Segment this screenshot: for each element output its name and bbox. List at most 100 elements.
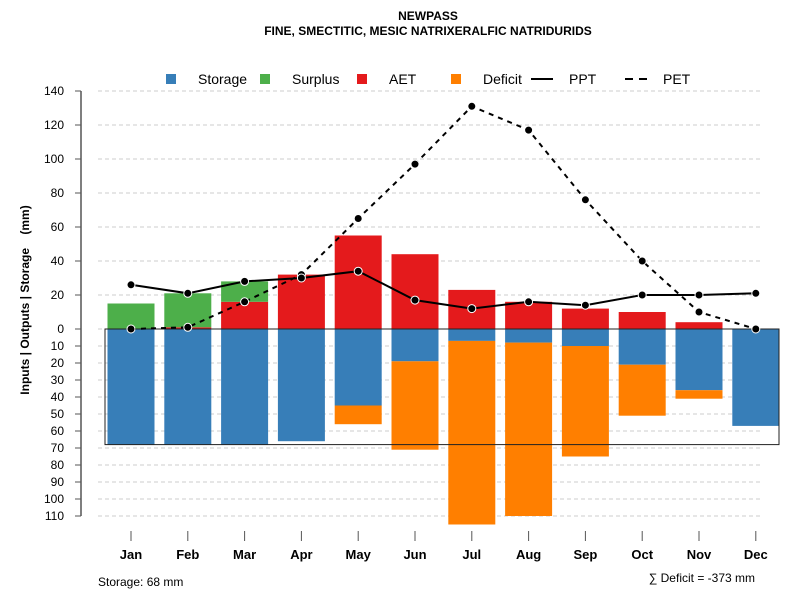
bar-deficit (505, 342, 553, 516)
bar-storage (107, 329, 155, 445)
bar-aet (334, 235, 382, 329)
y-axis-label: Inputs | Outputs | Storage (mm) (18, 205, 32, 394)
x-tick-label: Aug (516, 547, 541, 562)
point-ppt (751, 288, 761, 298)
bar-aet (675, 322, 723, 329)
bar-storage (505, 329, 553, 343)
bar-aet (221, 301, 269, 329)
legend-label-pet: PET (663, 71, 691, 87)
y-tick-label: 100 (44, 492, 64, 506)
deficit-annotation: ∑ Deficit = -373 mm (649, 571, 755, 585)
point-ppt (410, 295, 420, 305)
y-tick-label: 20 (51, 356, 65, 370)
y-tick-label: 110 (45, 509, 64, 523)
point-pet (240, 297, 250, 307)
point-ppt (580, 300, 590, 310)
bar-aet (505, 301, 553, 329)
chart-title: NEWPASS (398, 9, 458, 23)
y-tick-label: 0 (57, 322, 64, 336)
legend-label-surplus: Surplus (292, 71, 339, 87)
x-tick-label: Dec (744, 547, 768, 562)
point-pet (580, 195, 590, 205)
legend-label-ppt: PPT (569, 71, 597, 87)
bar-storage (675, 329, 723, 391)
point-ppt (296, 273, 306, 283)
line-pet (130, 105, 757, 330)
legend-label-deficit: Deficit (483, 71, 522, 87)
y-tick-label: 60 (51, 220, 65, 234)
y-tick-label: 80 (51, 186, 65, 200)
bar-storage (448, 329, 496, 341)
point-pet (694, 307, 704, 317)
y-tick-label: 100 (44, 152, 64, 166)
x-tick-label: May (346, 547, 372, 562)
y-tick-label: 50 (51, 407, 65, 421)
bar-deficit (391, 361, 439, 450)
y-tick-label: 20 (51, 288, 65, 302)
y-tick-label: 70 (51, 441, 65, 455)
point-pet (410, 159, 420, 169)
bar-aet (618, 312, 666, 329)
bar-storage (164, 329, 212, 445)
point-pet (467, 101, 477, 111)
bar-storage (561, 329, 609, 346)
y-tick-label: 30 (51, 373, 65, 387)
storage-capacity-box (104, 328, 780, 446)
line-ppt (130, 270, 756, 310)
bar-surplus (164, 293, 212, 328)
point-pet (637, 256, 647, 266)
x-tick-label: Oct (631, 547, 653, 562)
bar-deficit (618, 364, 666, 416)
legend-swatch-surplus (260, 74, 270, 84)
bar-storage (221, 329, 269, 445)
bar-deficit (561, 346, 609, 457)
bar-storage (334, 329, 382, 406)
point-ppt (126, 280, 136, 290)
x-tick-label: Jun (403, 547, 426, 562)
point-ppt (467, 304, 477, 314)
legend-swatch-storage (166, 74, 176, 84)
bar-storage (732, 329, 780, 426)
y-tick-label: 40 (51, 390, 65, 404)
x-tick-label: Feb (176, 547, 199, 562)
point-pet (183, 322, 193, 332)
x-tick-label: Jan (120, 547, 142, 562)
x-tick-label: Jul (462, 547, 481, 562)
x-tick-label: Nov (687, 547, 712, 562)
bar-storage (277, 329, 325, 442)
point-pet (126, 324, 136, 334)
bar-aet (277, 274, 325, 329)
point-ppt (183, 288, 193, 298)
bar-aet (561, 308, 609, 329)
point-pet (751, 324, 761, 334)
point-ppt (694, 290, 704, 300)
point-ppt (524, 297, 534, 307)
legend-swatch-aet (357, 74, 367, 84)
y-tick-label: 40 (51, 254, 65, 268)
legend-swatch-deficit (451, 74, 461, 84)
x-tick-label: Sep (573, 547, 597, 562)
y-tick-label: 140 (44, 84, 64, 98)
x-tick-label: Mar (233, 547, 256, 562)
point-pet (524, 125, 534, 135)
y-tick-label: 120 (44, 118, 64, 132)
point-pet (353, 214, 363, 223)
y-tick-label: 10 (51, 339, 65, 353)
point-ppt (240, 276, 250, 286)
point-ppt (637, 290, 647, 300)
legend-label-aet: AET (389, 71, 417, 87)
x-tick-label: Apr (290, 547, 312, 562)
storage-annotation: Storage: 68 mm (98, 575, 183, 589)
bar-storage (618, 329, 666, 365)
bar-deficit (448, 340, 496, 525)
bar-storage (391, 329, 439, 362)
chart-subtitle: FINE, SMECTITIC, MESIC NATRIXERALFIC NAT… (264, 24, 592, 38)
bar-deficit (334, 405, 382, 425)
point-ppt (353, 266, 363, 276)
legend-label-storage: Storage (198, 71, 247, 87)
y-tick-label: 80 (51, 458, 65, 472)
bar-deficit (675, 390, 723, 399)
y-tick-label: 90 (51, 475, 65, 489)
